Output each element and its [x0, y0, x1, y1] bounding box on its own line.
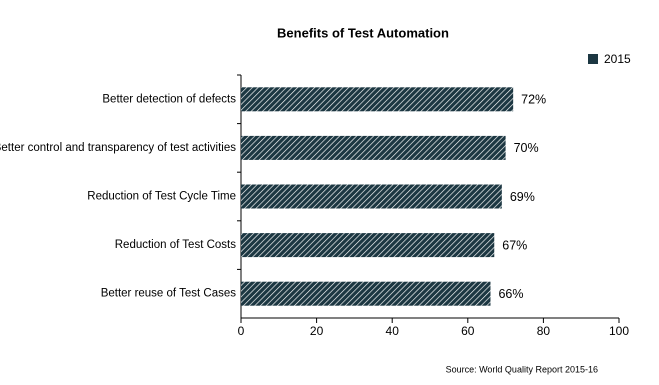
legend-label: 2015: [604, 52, 631, 66]
value-label: 66%: [498, 287, 523, 301]
value-label: 67%: [502, 238, 527, 252]
value-label: 70%: [514, 141, 539, 155]
x-tick-label: 60: [461, 324, 475, 338]
category-label: Reduction of Test Costs: [115, 239, 236, 251]
x-tick-label: 80: [537, 324, 551, 338]
x-tick-label: 100: [609, 324, 629, 338]
category-label: Better control and transparency of test …: [0, 142, 236, 154]
bar: [241, 184, 502, 209]
category-label: Reduction of Test Cycle Time: [87, 191, 236, 203]
bar: [241, 135, 506, 160]
bar: [241, 87, 514, 112]
category-label: Better reuse of Test Cases: [101, 288, 237, 300]
bar: [241, 233, 495, 258]
x-tick-label: 0: [238, 324, 245, 338]
source: Source: World Quality Report 2015-16: [446, 364, 598, 374]
chart-title: Benefits of Test Automation: [277, 25, 449, 40]
x-tick-label: 20: [310, 324, 324, 338]
bar: [241, 281, 491, 306]
value-label: 72%: [521, 93, 546, 107]
legend-swatch: [588, 54, 598, 64]
x-tick-label: 40: [386, 324, 400, 338]
value-label: 69%: [510, 190, 535, 204]
category-label: Better detection of defects: [102, 93, 236, 105]
